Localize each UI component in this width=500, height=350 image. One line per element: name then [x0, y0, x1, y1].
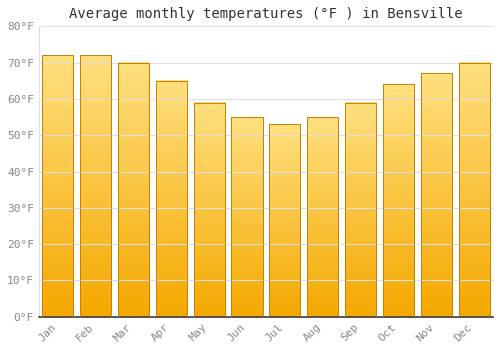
- Bar: [118, 63, 149, 317]
- Bar: [307, 117, 338, 317]
- Bar: [80, 55, 111, 317]
- Title: Average monthly temperatures (°F ) in Bensville: Average monthly temperatures (°F ) in Be…: [69, 7, 462, 21]
- Bar: [232, 117, 262, 317]
- Bar: [42, 55, 74, 317]
- Bar: [383, 84, 414, 317]
- Bar: [194, 103, 224, 317]
- Bar: [421, 74, 452, 317]
- Bar: [458, 63, 490, 317]
- Bar: [270, 124, 300, 317]
- Bar: [156, 81, 187, 317]
- Bar: [345, 103, 376, 317]
